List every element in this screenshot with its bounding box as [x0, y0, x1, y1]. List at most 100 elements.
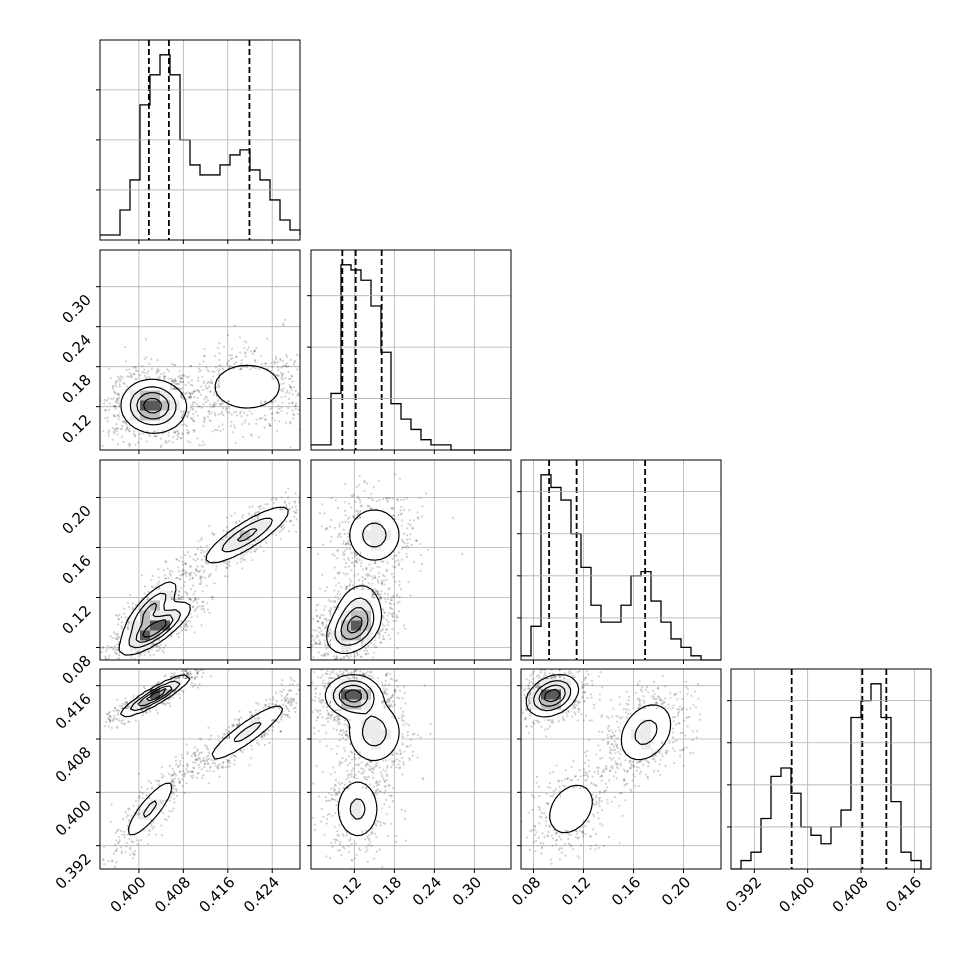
scatter-point [174, 431, 177, 434]
scatter-point [243, 421, 246, 424]
scatter-point [177, 559, 181, 562]
scatter-point [155, 369, 158, 372]
scatter-point [331, 600, 334, 603]
scatter-point [366, 572, 369, 575]
scatter-point [350, 561, 353, 564]
scatter-point [283, 500, 287, 503]
density-cell [220, 380, 231, 391]
scatter-point [181, 380, 184, 384]
scatter-point [202, 605, 205, 608]
scatter-point [275, 497, 278, 501]
scatter-point [107, 431, 110, 434]
scatter-point [327, 609, 330, 612]
scatter-point [182, 374, 185, 377]
y-tick-label: 0.08 [58, 652, 94, 688]
scatter-point [405, 534, 409, 537]
scatter-point [275, 355, 278, 358]
scatter-point [270, 362, 273, 365]
scatter-point [234, 442, 237, 445]
scatter-point [180, 598, 183, 601]
scatter-point [114, 405, 117, 408]
scatter-point [155, 372, 158, 375]
scatter-point [191, 384, 194, 387]
density-cell [140, 600, 151, 611]
scatter-point [173, 451, 175, 453]
scatter-point [319, 642, 322, 645]
scatter-point [406, 497, 409, 500]
scatter-point [405, 552, 408, 555]
scatter-point [135, 651, 138, 654]
scatter-point [241, 514, 244, 517]
scatter-point [280, 388, 283, 391]
scatter-point [206, 382, 209, 385]
scatter-point [126, 626, 130, 629]
scatter-point [282, 387, 285, 390]
scatter-point [336, 656, 339, 659]
scatter-point [209, 381, 212, 384]
scatter-point [193, 401, 196, 404]
scatter-point [344, 482, 347, 485]
scatter-point [117, 617, 120, 620]
scatter-point [254, 359, 257, 362]
scatter-point [184, 623, 188, 626]
scatter-point [183, 572, 186, 575]
scatter-point [217, 425, 220, 428]
scatter-point [283, 526, 286, 529]
scatter-point [218, 342, 221, 345]
scatter-point [240, 359, 243, 362]
scatter-point [235, 522, 238, 525]
scatter-point [225, 526, 228, 529]
scatter-point [196, 437, 199, 440]
scatter-point [194, 553, 197, 556]
scatter-point [326, 586, 329, 589]
scatter-point [118, 405, 121, 408]
scatter-point [339, 535, 342, 539]
scatter-point [199, 545, 202, 548]
scatter-point [280, 375, 283, 378]
scatter-point [344, 509, 347, 512]
density-cell [170, 420, 181, 431]
scatter-point [352, 561, 355, 564]
density-cell [270, 510, 281, 521]
scatter-point [186, 431, 189, 434]
scatter-point [135, 477, 137, 479]
scatter-point [215, 565, 218, 568]
scatter-point [124, 346, 127, 349]
scatter-point [125, 368, 128, 371]
scatter-point [180, 396, 183, 399]
scatter-point [240, 362, 243, 365]
scatter-point [318, 631, 321, 634]
scatter-point [147, 590, 150, 593]
scatter-point [233, 410, 236, 413]
scatter-point [346, 517, 350, 520]
scatter-point [260, 355, 263, 358]
scatter-point [361, 576, 364, 579]
scatter-point [208, 410, 211, 413]
scatter-point [160, 373, 163, 376]
scatter-point [173, 380, 176, 383]
scatter-point [324, 642, 327, 645]
scatter-point [370, 497, 373, 500]
scatter-point [361, 579, 364, 583]
scatter-point [318, 643, 321, 646]
axes-3-3: 0.392 0.400 0.408 0.416 [722, 668, 932, 916]
panel-1-1 [353, 250, 475, 450]
scatter-point [150, 357, 153, 360]
scatter-point [390, 507, 393, 510]
scatter-point [146, 598, 149, 601]
scatter-point [324, 654, 327, 657]
scatter-point [206, 608, 210, 612]
scatter-point [234, 426, 237, 429]
scatter-point [356, 654, 359, 657]
scatter-point [115, 397, 118, 400]
scatter-point [179, 597, 182, 600]
scatter-point [182, 380, 185, 383]
scatter-point [113, 631, 116, 634]
scatter-point [214, 414, 217, 417]
scatter-point [235, 411, 238, 414]
scatter-point [291, 506, 294, 509]
scatter-point [258, 505, 261, 508]
scatter-point [295, 518, 298, 521]
scatter-point [207, 370, 210, 373]
scatter-point [157, 649, 160, 652]
